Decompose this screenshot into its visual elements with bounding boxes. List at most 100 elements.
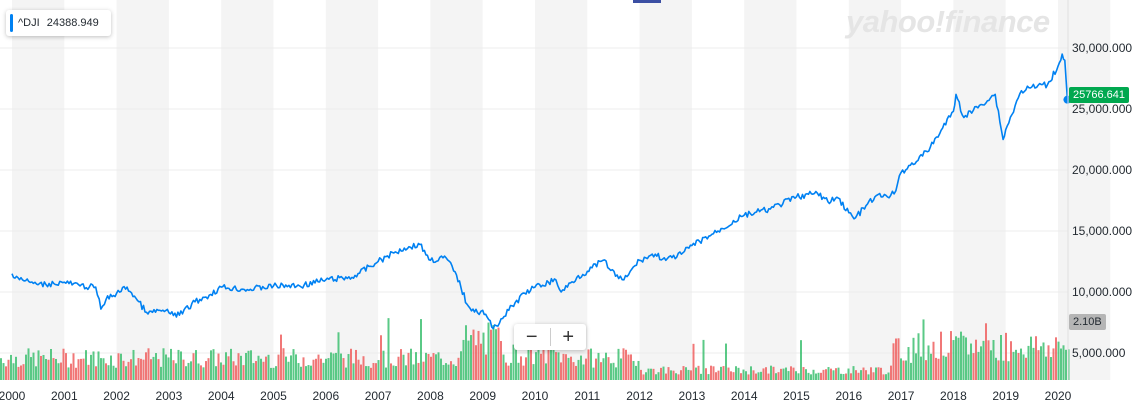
volume-bar xyxy=(62,348,65,380)
volume-bar xyxy=(610,363,612,380)
volume-bar xyxy=(340,353,342,380)
volume-bar xyxy=(780,368,782,380)
volume-bar xyxy=(540,353,542,380)
x-tick-label: 2018 xyxy=(940,389,967,403)
y-tick-label: 15,000.000 xyxy=(1072,224,1132,238)
volume-bar xyxy=(940,331,942,380)
year-band xyxy=(430,0,483,380)
x-tick-label: 2012 xyxy=(626,389,653,403)
volume-bar xyxy=(637,360,640,380)
volume-bar xyxy=(105,363,107,380)
volume-bar xyxy=(157,359,160,380)
volume-bar xyxy=(505,362,507,380)
x-tick-label: 2010 xyxy=(522,389,549,403)
volume-bar xyxy=(442,364,445,380)
year-band xyxy=(221,0,274,380)
volume-bar xyxy=(750,366,752,380)
volume-bar xyxy=(415,352,417,380)
volume-bar xyxy=(237,353,240,380)
volume-bar xyxy=(67,367,70,380)
volume-bar xyxy=(365,366,367,380)
year-band xyxy=(744,0,797,380)
zoom-divider xyxy=(549,328,551,346)
volume-bar xyxy=(855,370,857,380)
volume-bar xyxy=(302,357,305,380)
zoom-out-button[interactable]: − xyxy=(525,326,538,348)
volume-bar xyxy=(50,348,52,380)
x-tick-label: 2004 xyxy=(208,389,235,403)
volume-bar xyxy=(430,356,432,380)
volume-bar xyxy=(557,352,560,380)
volume-bar xyxy=(955,336,957,380)
volume-bar xyxy=(322,362,325,380)
volume-bar xyxy=(802,367,805,380)
volume-bar xyxy=(240,355,242,380)
volume-bar xyxy=(645,372,647,380)
volume-bar xyxy=(1050,357,1052,380)
volume-bar xyxy=(670,370,672,380)
volume-bar xyxy=(165,354,167,380)
volume-bar xyxy=(117,353,120,380)
x-tick-label: 2014 xyxy=(731,389,758,403)
volume-bar xyxy=(537,344,540,380)
volume-bar xyxy=(932,341,935,380)
volume-bar xyxy=(770,365,772,380)
zoom-in-button[interactable]: + xyxy=(562,326,575,348)
volume-bar xyxy=(85,350,87,380)
volume-bar xyxy=(297,363,300,380)
x-tick-label: 2020 xyxy=(1045,389,1072,403)
volume-bar xyxy=(285,356,287,380)
volume-bar xyxy=(952,340,955,380)
volume-bar xyxy=(37,350,40,380)
volume-bar xyxy=(527,345,530,380)
volume-bar xyxy=(352,363,355,380)
volume-bar xyxy=(605,352,607,380)
volume-bar xyxy=(395,366,397,380)
x-tick-label: 2011 xyxy=(574,389,600,403)
volume-bar xyxy=(35,366,37,380)
volume-bar xyxy=(307,365,310,380)
volume-bar xyxy=(145,352,147,380)
volume-bar xyxy=(410,348,412,380)
volume-bar xyxy=(830,368,832,380)
volume-bar xyxy=(195,350,197,380)
volume-bar xyxy=(530,342,532,380)
volume-bar xyxy=(52,358,55,380)
volume-bar xyxy=(947,352,950,380)
volume-bar xyxy=(252,363,255,380)
volume-bar xyxy=(425,352,427,380)
volume-bar xyxy=(755,373,757,380)
volume-bar xyxy=(60,362,62,380)
volume-bar xyxy=(265,356,267,380)
volume-bar xyxy=(80,358,82,380)
volume-bar xyxy=(745,371,747,380)
volume-bar xyxy=(187,362,190,380)
volume-bar xyxy=(217,353,220,380)
series-legend[interactable]: ^DJI 24388.949 xyxy=(6,10,111,36)
volume-bar xyxy=(482,332,485,380)
volume-bar xyxy=(910,362,912,380)
volume-bar xyxy=(682,366,685,380)
volume-bar xyxy=(885,374,887,380)
volume-bar xyxy=(0,358,2,380)
volume-bar xyxy=(450,361,452,380)
y-tick-label: 20,000.000 xyxy=(1072,163,1132,177)
volume-bar xyxy=(427,353,430,380)
volume-bar xyxy=(560,362,562,380)
volume-bar xyxy=(880,367,882,380)
volume-bar xyxy=(867,374,870,380)
volume-bar xyxy=(655,374,657,380)
volume-bar xyxy=(142,359,145,380)
volume-bar xyxy=(405,365,407,380)
volume-bar xyxy=(1047,345,1050,380)
volume-bar xyxy=(702,339,705,380)
volume-bar xyxy=(762,368,765,380)
volume-bar xyxy=(242,365,245,380)
volume-bar xyxy=(225,352,227,380)
volume-bar xyxy=(917,333,920,380)
volume-bar xyxy=(760,371,762,380)
volume-bar xyxy=(807,372,810,380)
x-tick-label: 2008 xyxy=(417,389,444,403)
volume-bar xyxy=(875,367,877,380)
volume-bar xyxy=(660,367,662,380)
